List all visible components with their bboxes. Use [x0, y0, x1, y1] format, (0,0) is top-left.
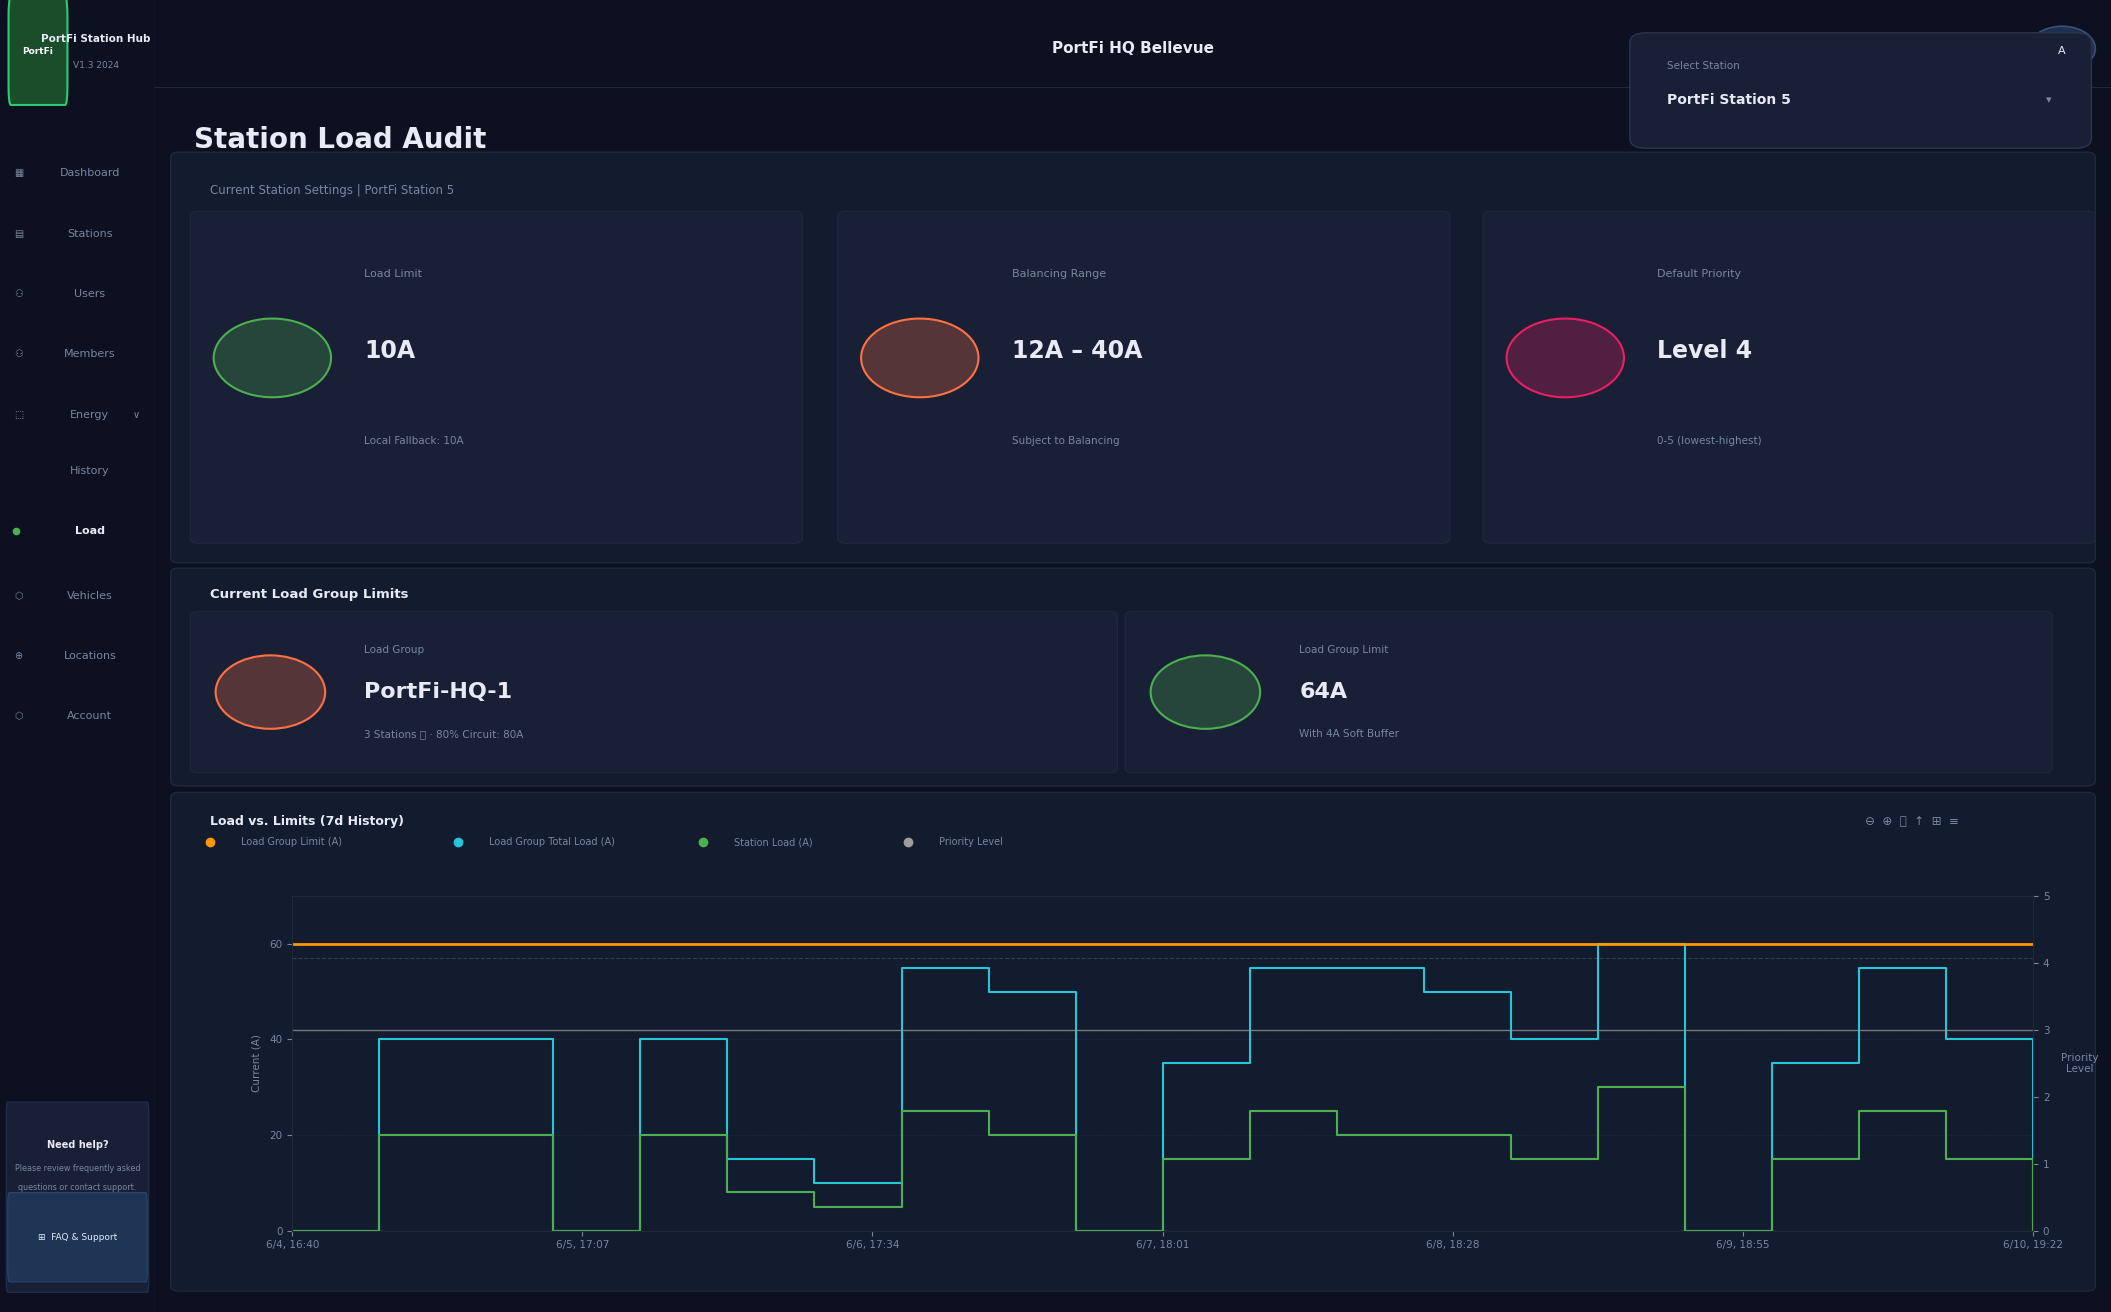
Circle shape: [1150, 656, 1260, 729]
Text: Locations: Locations: [63, 651, 116, 661]
Text: Priority Level: Priority Level: [939, 837, 1003, 848]
Text: Current Station Settings | PortFi Station 5: Current Station Settings | PortFi Statio…: [209, 184, 454, 197]
Text: Dashboard: Dashboard: [59, 168, 120, 178]
Text: ⊞  FAQ & Support: ⊞ FAQ & Support: [38, 1233, 116, 1241]
Text: Need help?: Need help?: [46, 1140, 108, 1151]
Text: Users: Users: [74, 289, 106, 299]
Text: ▤: ▤: [15, 228, 23, 239]
Text: Load Group Limit: Load Group Limit: [1298, 644, 1389, 655]
Y-axis label: Priority
Level: Priority Level: [2060, 1052, 2098, 1075]
Text: Level 4: Level 4: [1657, 340, 1752, 363]
Text: Balancing Range: Balancing Range: [1011, 269, 1106, 279]
Text: Default Priority: Default Priority: [1657, 269, 1742, 279]
FancyBboxPatch shape: [171, 568, 2096, 786]
Text: Load Limit: Load Limit: [365, 269, 422, 279]
Text: PortFi Station 5: PortFi Station 5: [1668, 93, 1790, 106]
Text: Stations: Stations: [68, 228, 112, 239]
Text: PortFi-HQ-1: PortFi-HQ-1: [365, 682, 513, 702]
Text: PortFi Station Hub: PortFi Station Hub: [42, 34, 150, 45]
FancyBboxPatch shape: [190, 211, 802, 543]
Text: ⊕: ⊕: [15, 651, 23, 661]
Text: Select Station: Select Station: [1668, 60, 1739, 71]
Text: Energy: Energy: [70, 409, 110, 420]
Circle shape: [1507, 319, 1623, 398]
Text: Load Group Total Load (A): Load Group Total Load (A): [490, 837, 614, 848]
Text: PortFi HQ Bellevue: PortFi HQ Bellevue: [1051, 41, 1214, 56]
FancyBboxPatch shape: [190, 611, 1117, 773]
Text: 3 Stations ⓘ · 80% Circuit: 80A: 3 Stations ⓘ · 80% Circuit: 80A: [365, 729, 524, 740]
FancyBboxPatch shape: [6, 1102, 148, 1292]
Text: Account: Account: [68, 711, 112, 722]
Text: Station Load (A): Station Load (A): [735, 837, 813, 848]
Text: 64A: 64A: [1298, 682, 1347, 702]
Y-axis label: Current (A): Current (A): [251, 1034, 262, 1093]
Circle shape: [215, 656, 325, 729]
FancyBboxPatch shape: [838, 211, 1450, 543]
Circle shape: [861, 319, 980, 398]
Text: Load Group Limit (A): Load Group Limit (A): [241, 837, 342, 848]
Text: Subject to Balancing: Subject to Balancing: [1011, 437, 1119, 446]
Text: Load Group: Load Group: [365, 644, 424, 655]
Text: ⊖  ⊕  ⌕  ↑  ⊞  ≡: ⊖ ⊕ ⌕ ↑ ⊞ ≡: [1864, 815, 1959, 828]
Text: Station Load Audit: Station Load Audit: [194, 126, 486, 155]
Text: Load vs. Limits (7d History): Load vs. Limits (7d History): [209, 815, 403, 828]
Text: ▾: ▾: [2046, 94, 2052, 105]
Text: PortFi: PortFi: [23, 47, 53, 55]
Text: A: A: [2058, 46, 2067, 56]
Text: questions or contact support.: questions or contact support.: [19, 1183, 137, 1191]
Circle shape: [213, 319, 331, 398]
Text: V1.3 2024: V1.3 2024: [74, 62, 118, 70]
FancyBboxPatch shape: [8, 1193, 148, 1282]
Text: ▦: ▦: [15, 168, 23, 178]
Text: ∨: ∨: [133, 409, 139, 420]
Text: ⬚: ⬚: [15, 409, 23, 420]
Text: With 4A Soft Buffer: With 4A Soft Buffer: [1298, 729, 1400, 740]
Circle shape: [2029, 26, 2096, 71]
FancyBboxPatch shape: [1125, 611, 2052, 773]
Text: Vehicles: Vehicles: [68, 590, 112, 601]
Text: History: History: [70, 466, 110, 476]
Text: 0-5 (lowest-highest): 0-5 (lowest-highest): [1657, 437, 1763, 446]
FancyBboxPatch shape: [171, 152, 2096, 563]
FancyBboxPatch shape: [1630, 33, 2092, 148]
Text: ⚇: ⚇: [15, 289, 23, 299]
Text: ⬡: ⬡: [15, 590, 23, 601]
Text: 12A – 40A: 12A – 40A: [1011, 340, 1142, 363]
Text: ⬡: ⬡: [15, 711, 23, 722]
Text: ⚇: ⚇: [15, 349, 23, 359]
Text: Members: Members: [63, 349, 116, 359]
FancyBboxPatch shape: [171, 792, 2096, 1291]
Text: 10A: 10A: [365, 340, 416, 363]
FancyBboxPatch shape: [8, 0, 68, 105]
Text: Please review frequently asked: Please review frequently asked: [15, 1165, 139, 1173]
Text: Current Load Group Limits: Current Load Group Limits: [209, 588, 407, 601]
Text: Load: Load: [74, 526, 106, 537]
Text: Local Fallback: 10A: Local Fallback: 10A: [365, 437, 464, 446]
FancyBboxPatch shape: [1484, 211, 2096, 543]
